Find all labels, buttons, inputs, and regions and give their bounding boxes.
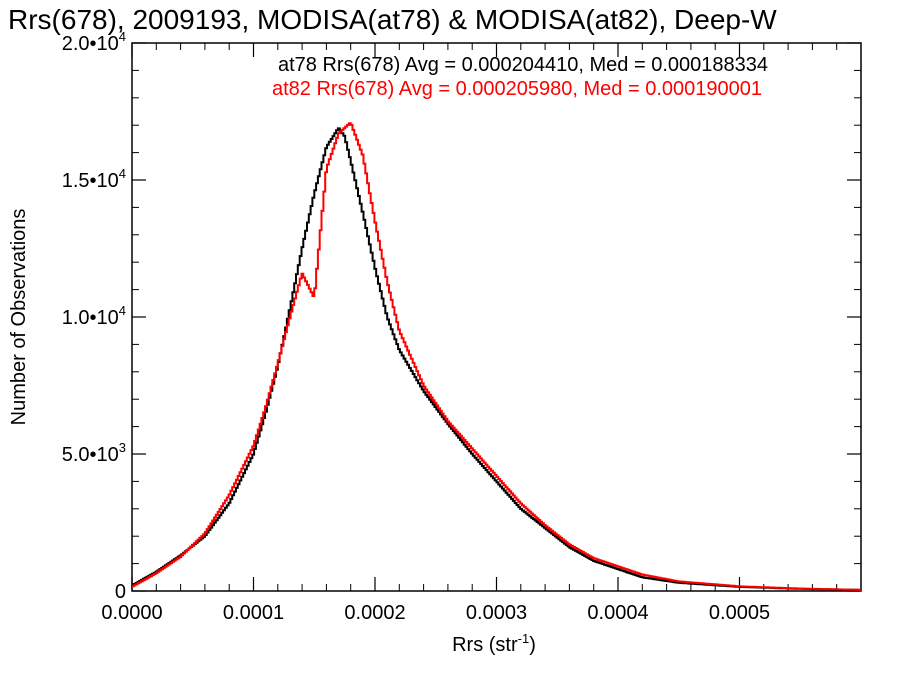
x-tick-label: 0.0001 <box>223 602 284 624</box>
y-tick-label: 5.0•103 <box>62 440 126 466</box>
x-tick-label: 0.0005 <box>709 602 770 624</box>
plot-frame <box>131 42 862 592</box>
x-tick-label: 0.0003 <box>466 602 527 624</box>
plot-border <box>131 42 862 592</box>
legend-entry-at82: at82 Rrs(678) Avg = 0.000205980, Med = 0… <box>272 78 762 100</box>
y-tick-label: 0 <box>115 581 126 603</box>
legend-entry-at78: at78 Rrs(678) Avg = 0.000204410, Med = 0… <box>278 54 768 76</box>
x-tick-label: 0.0004 <box>587 602 648 624</box>
y-tick-label: 1.5•104 <box>62 166 126 192</box>
series-line-at78 <box>132 127 861 591</box>
y-tick-label: 2.0•104 <box>62 29 126 55</box>
series-line-at82 <box>132 122 861 591</box>
x-tick-label: 0.0002 <box>344 602 405 624</box>
x-axis: 0.0000 0.0001 0.0002 0.0003 0.0004 0.0005 <box>101 43 838 624</box>
y-axis-label: Number of Observations <box>8 209 30 426</box>
chart-title: Rrs(678), 2009193, MODISA(at78) & MODISA… <box>8 4 777 35</box>
y-axis: 0 5.0•103 1.0•104 1.5•104 2.0•104 <box>62 29 861 603</box>
y-tick-label: 1.0•104 <box>62 303 126 329</box>
x-tick-label: 0.0000 <box>101 602 162 624</box>
series-layer <box>132 122 861 591</box>
x-axis-label: Rrs (str-1) <box>452 631 536 656</box>
